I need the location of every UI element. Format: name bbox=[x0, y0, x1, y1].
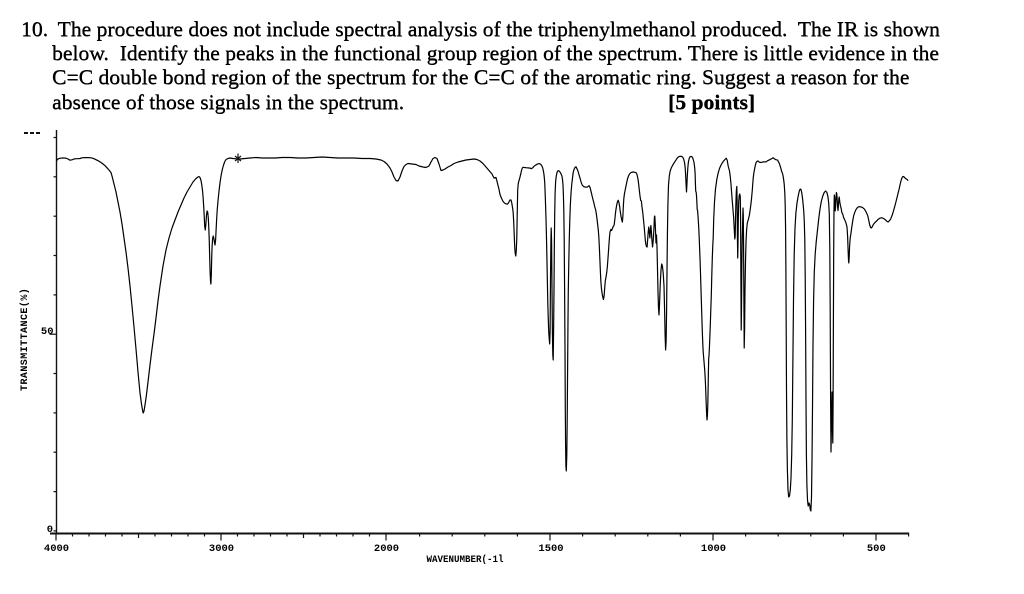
svg-text:50: 50 bbox=[41, 326, 54, 338]
svg-text:1500: 1500 bbox=[538, 543, 563, 555]
svg-text:3000: 3000 bbox=[209, 543, 234, 555]
svg-text:500: 500 bbox=[867, 543, 886, 555]
svg-text:4000: 4000 bbox=[44, 543, 69, 555]
svg-text:TRANSMITTANCE(%): TRANSMITTANCE(%) bbox=[19, 288, 31, 391]
svg-text:0: 0 bbox=[47, 524, 53, 536]
svg-text:1000: 1000 bbox=[701, 543, 726, 555]
svg-text:2000: 2000 bbox=[374, 543, 399, 555]
svg-text:WAVENUMBER(-1l: WAVENUMBER(-1l bbox=[427, 554, 504, 566]
